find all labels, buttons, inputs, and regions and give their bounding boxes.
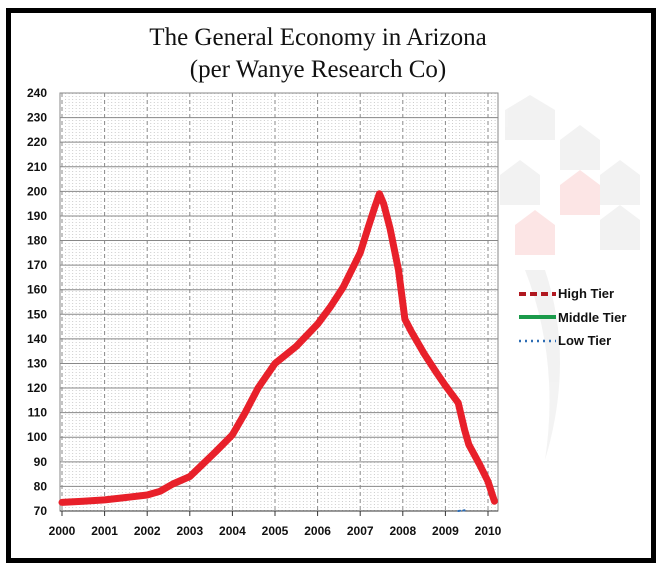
y-tick-label: 170 (27, 258, 47, 272)
x-tick-label: 2008 (389, 524, 416, 538)
y-tick-label: 70 (34, 504, 48, 518)
x-tick-label: 2002 (134, 524, 161, 538)
grid (59, 92, 499, 512)
y-tick-label: 160 (27, 283, 47, 297)
series-line-high-tier (58, 190, 498, 506)
y-tick-label: 240 (27, 86, 47, 100)
x-tick-label: 2006 (304, 524, 331, 538)
y-tick-label: 90 (34, 455, 48, 469)
x-tick-label: 2003 (176, 524, 203, 538)
y-tick-label: 130 (27, 356, 47, 370)
y-tick-label: 150 (27, 307, 47, 321)
series-line-low-tier (457, 509, 466, 512)
legend: High Tier Middle Tier Low Tier (519, 286, 626, 348)
series-lines (58, 190, 498, 512)
x-axis: 2000 2001 2002 2003 2004 2005 2006 2007 2008 2009… (49, 510, 502, 538)
watermark-houses (500, 95, 640, 460)
legend-middle-tier: Middle Tier (558, 310, 626, 325)
y-tick-label: 200 (27, 184, 47, 198)
x-tick-label: 2001 (91, 524, 118, 538)
x-tick-label: 2005 (262, 524, 289, 538)
y-tick-label: 80 (34, 479, 48, 493)
legend-low-tier: Low Tier (558, 333, 611, 348)
y-tick-label: 190 (27, 209, 47, 223)
y-tick-label: 180 (27, 234, 47, 248)
y-tick-label: 110 (28, 406, 48, 420)
y-tick-label: 120 (27, 381, 47, 395)
y-tick-label: 210 (27, 160, 47, 174)
legend-high-tier: High Tier (558, 286, 614, 301)
y-tick-label: 140 (27, 332, 47, 346)
x-tick-label: 2000 (49, 524, 76, 538)
x-tick-label: 2004 (219, 524, 246, 538)
chart-frame (6, 8, 656, 563)
x-tick-label: 2010 (475, 524, 502, 538)
x-tick-label: 2007 (347, 524, 374, 538)
chart-subtitle: (per Wanye Research Co) (190, 56, 446, 83)
y-axis: 70 80 90 100 110 120 130 140 150 160 170 180 190 200 2… (27, 86, 47, 518)
x-tick-label: 2009 (432, 524, 459, 538)
y-tick-label: 100 (27, 430, 47, 444)
y-tick-label: 230 (27, 111, 47, 125)
y-tick-label: 220 (27, 135, 47, 149)
chart-title: The General Economy in Arizona (149, 24, 486, 51)
plot-area (59, 92, 499, 512)
